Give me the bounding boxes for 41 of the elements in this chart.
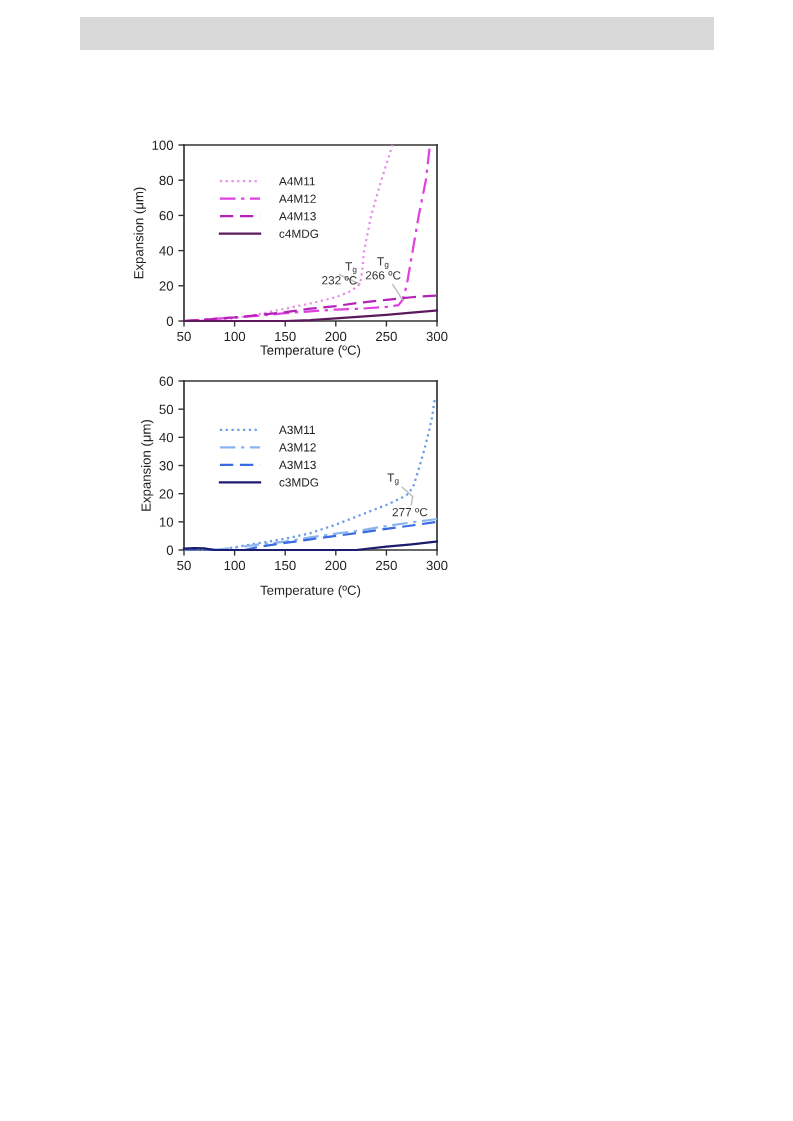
- annotation: T$_{g}$: [387, 473, 399, 486]
- y-axis-title: Expansion (μm): [133, 187, 147, 279]
- x-tick-label: 150: [275, 560, 296, 571]
- x-tick-label: 200: [325, 331, 347, 342]
- legend-label: c4MDG: [279, 229, 319, 238]
- y-tick-label: 40: [159, 432, 174, 443]
- y-tick-label: 0: [166, 545, 174, 555]
- y-tick-label: 10: [159, 517, 174, 527]
- y-tick-label: 20: [159, 281, 174, 291]
- x-tick-label: 250: [376, 331, 397, 342]
- y-tick-label: 100: [152, 140, 174, 150]
- x-tick-label: 200: [325, 560, 347, 571]
- x-axis-title: Temperature (ºC): [260, 345, 361, 358]
- x-tick-label: 300: [426, 560, 448, 571]
- y-axis-title: Expansion (μm): [141, 419, 154, 511]
- y-tick-label: 20: [159, 489, 174, 499]
- x-tick-label: 100: [224, 560, 246, 571]
- legend-label: A3M11: [278, 425, 315, 435]
- annotation: 277 ºC: [392, 507, 428, 517]
- y-tick-label: 30: [159, 461, 174, 471]
- legend-label: A3M13: [278, 460, 316, 470]
- annotation: T$_{g}$ 266 ºC: [365, 257, 401, 280]
- y-tick-label: 60: [159, 376, 174, 386]
- y-tick-label: 80: [159, 175, 174, 186]
- x-tick-label: 150: [275, 331, 296, 342]
- x-tick-label: 50: [177, 560, 191, 571]
- x-axis-title: Temperature (ºC): [260, 585, 361, 598]
- annotation: T$_{g}$ 232 ºC: [322, 262, 357, 285]
- x-tick-label: 300: [426, 331, 448, 342]
- legend-label: c3MDG: [279, 478, 319, 487]
- legend-label: A4M13: [278, 212, 316, 221]
- x-tick-label: 250: [376, 560, 397, 571]
- x-tick-label: 50: [177, 331, 191, 342]
- y-tick-label: 60: [159, 210, 174, 221]
- legend-label: A4M11: [278, 177, 315, 186]
- legend-label: A4M12: [278, 194, 316, 203]
- legend-label: A3M12: [278, 443, 316, 452]
- y-tick-label: 40: [159, 246, 174, 256]
- y-tick-label: 0: [166, 316, 174, 326]
- y-tick-label: 50: [159, 404, 174, 415]
- x-tick-label: 100: [224, 331, 246, 342]
